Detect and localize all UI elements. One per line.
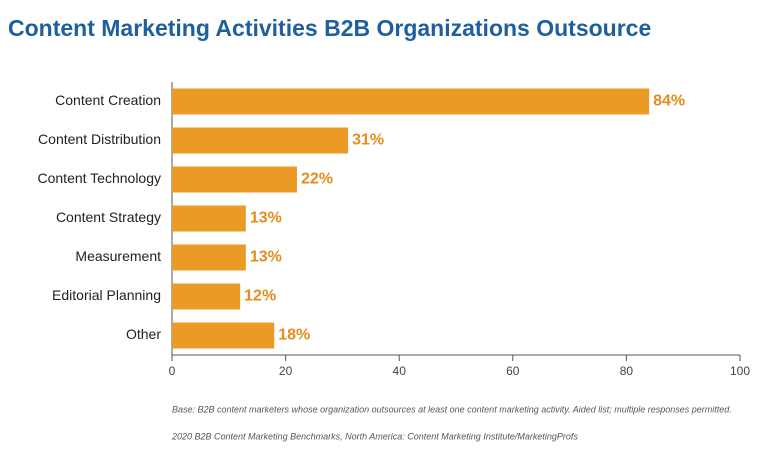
x-tick-label: 40 bbox=[393, 364, 407, 378]
value-label: 22% bbox=[301, 171, 333, 188]
value-label: 18% bbox=[278, 327, 310, 344]
y-tick-label: Other bbox=[126, 326, 161, 342]
y-tick-label: Editorial Planning bbox=[52, 287, 161, 303]
chart-title: Content Marketing Activities B2B Organiz… bbox=[8, 15, 651, 41]
y-tick-label: Content Strategy bbox=[56, 209, 161, 225]
x-tick-label: 60 bbox=[506, 364, 520, 378]
bar bbox=[172, 127, 349, 154]
x-tick-label: 0 bbox=[169, 364, 176, 378]
value-label: 12% bbox=[244, 288, 276, 305]
y-tick-label: Content Distribution bbox=[38, 131, 161, 147]
bar bbox=[172, 166, 297, 193]
value-label: 31% bbox=[352, 132, 384, 149]
value-label: 13% bbox=[250, 249, 282, 266]
footnote: 2020 B2B Content Marketing Benchmarks, N… bbox=[171, 431, 578, 441]
y-tick-label: Measurement bbox=[75, 248, 161, 264]
x-tick-label: 20 bbox=[279, 364, 293, 378]
bar bbox=[172, 205, 246, 232]
y-tick-label: Content Creation bbox=[55, 92, 161, 108]
footnote: Base: B2B content marketers whose organi… bbox=[172, 404, 732, 414]
bar bbox=[172, 88, 650, 115]
y-tick-label: Content Technology bbox=[38, 170, 162, 186]
x-tick-label: 80 bbox=[620, 364, 634, 378]
bar bbox=[172, 244, 246, 271]
bar bbox=[172, 322, 275, 349]
bar bbox=[172, 283, 241, 310]
x-tick-label: 100 bbox=[730, 364, 750, 378]
value-label: 13% bbox=[250, 210, 282, 227]
value-label: 84% bbox=[653, 93, 685, 110]
